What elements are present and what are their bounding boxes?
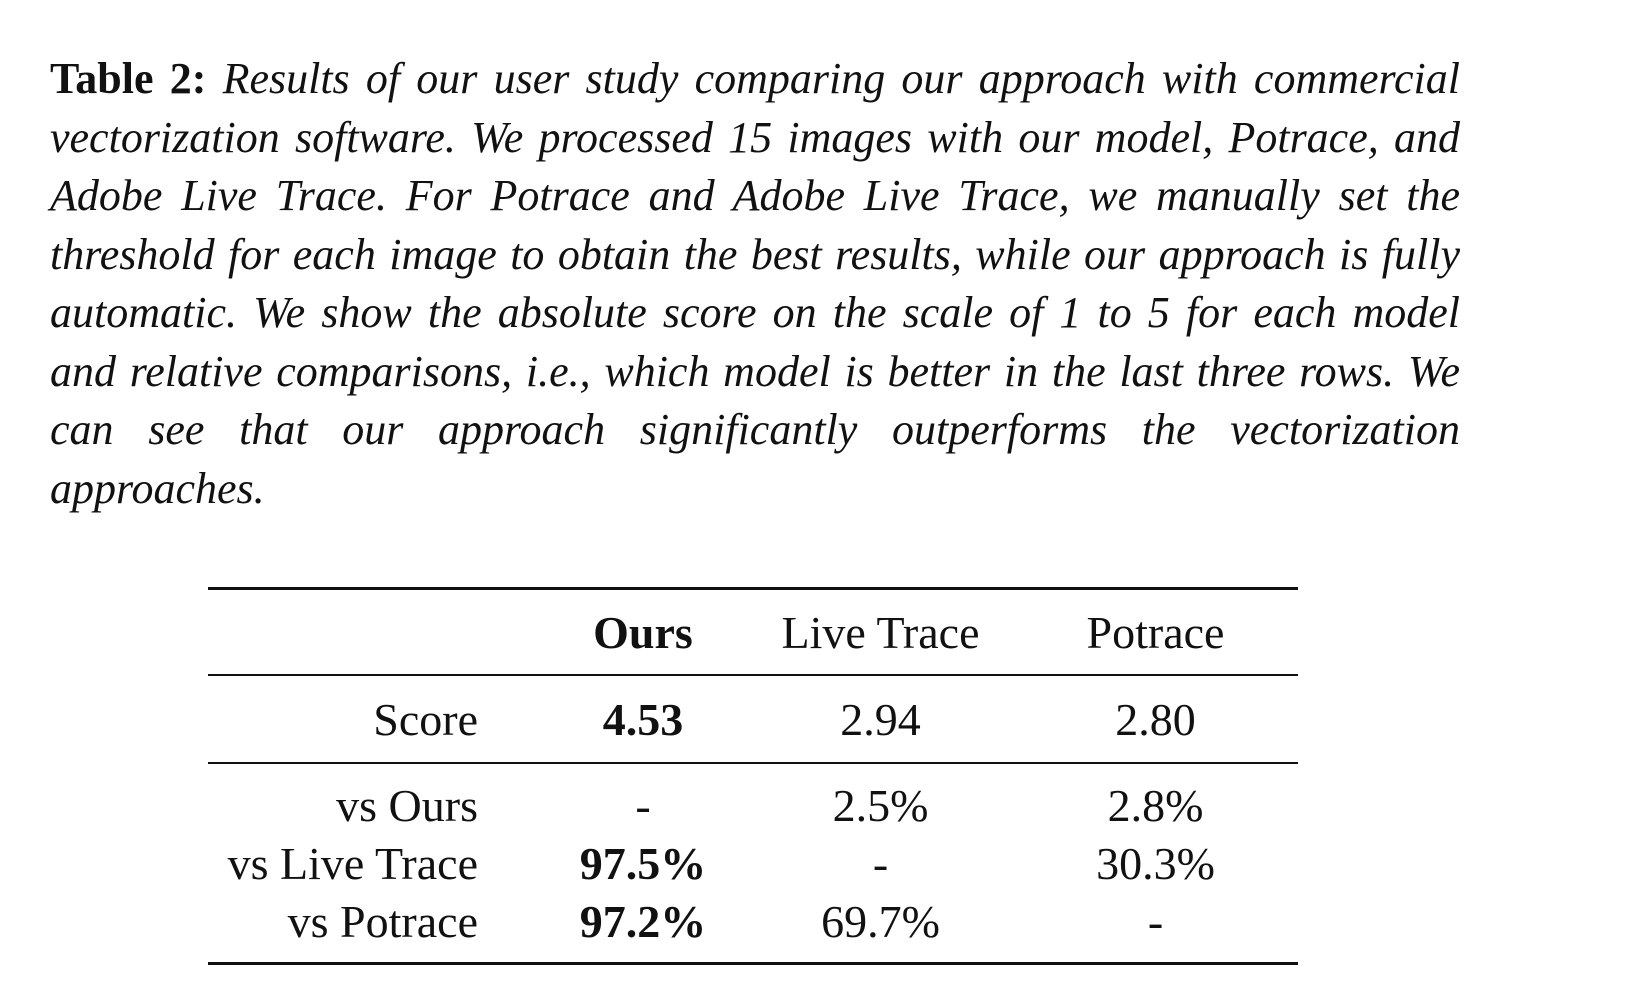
- row-label-score: Score: [373, 693, 478, 745]
- row-label-vs-live-trace: vs Live Trace: [227, 837, 478, 889]
- row-label-vs-potrace: vs Potrace: [287, 895, 478, 947]
- score-live-trace: 2.94: [840, 693, 921, 745]
- header-ours: Ours: [593, 606, 693, 658]
- cell-vs-ours-ours: -: [635, 779, 651, 831]
- cell-vs-live-trace-live-trace: -: [872, 837, 889, 889]
- header-live-trace: Live Trace: [781, 606, 980, 658]
- caption-text: Results of our user study comparing our …: [50, 54, 1460, 513]
- cell-vs-live-trace-potrace: 30.3%: [1096, 837, 1215, 889]
- header-potrace: Potrace: [1086, 606, 1225, 658]
- cell-vs-potrace-live-trace: 69.7%: [821, 895, 940, 947]
- cell-vs-ours-live-trace: 2.5%: [832, 779, 929, 831]
- score-ours: 4.53: [602, 693, 684, 745]
- score-potrace: 2.80: [1115, 693, 1196, 745]
- row-label-vs-ours: vs Ours: [336, 779, 478, 831]
- results-table-container: Ours Live Trace Potrace Score 4.53 2.94 …: [208, 587, 1298, 965]
- results-table: Ours Live Trace Potrace Score 4.53 2.94 …: [208, 587, 1298, 965]
- table-row-vs-potrace: vs Potrace 97.2% 69.7% -: [208, 892, 1298, 964]
- cell-vs-potrace-ours: 97.2%: [579, 895, 707, 947]
- table-row-vs-ours: vs Ours - 2.5% 2.8%: [208, 763, 1298, 834]
- table-caption: Table 2: Results of our user study compa…: [50, 50, 1460, 518]
- cell-vs-live-trace-ours: 97.5%: [579, 837, 707, 889]
- header-corner: [208, 589, 538, 676]
- score-row: Score 4.53 2.94 2.80: [208, 675, 1298, 763]
- cell-vs-potrace-potrace: -: [1147, 895, 1164, 947]
- table-row-vs-live-trace: vs Live Trace 97.5% - 30.3%: [208, 834, 1298, 892]
- caption-label: Table 2:: [50, 54, 207, 103]
- cell-vs-ours-potrace: 2.8%: [1107, 779, 1204, 831]
- table-header-row: Ours Live Trace Potrace: [208, 588, 1298, 676]
